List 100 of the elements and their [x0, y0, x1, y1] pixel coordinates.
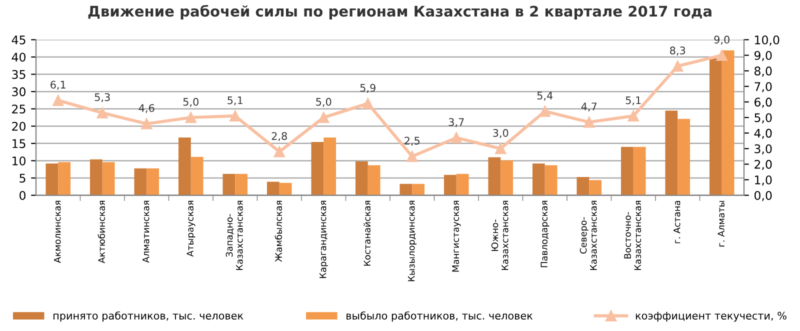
point — [450, 132, 462, 144]
bar — [324, 138, 336, 196]
data-label: 8,3 — [670, 46, 686, 56]
point — [716, 50, 728, 61]
bar — [235, 174, 248, 196]
data-label: 4,7 — [581, 102, 597, 112]
x-tick-label: Восточно- Казахстанская — [624, 200, 642, 270]
chart-title: Движение рабочей силы по регионам Казахстана в 2 квартале 2017 года — [88, 4, 712, 20]
legend-label: выбыло работников, тыс. человек — [346, 311, 533, 322]
bar — [146, 168, 160, 196]
data-label: 5,1 — [626, 96, 641, 106]
x-tick-label: Кызылординская — [408, 200, 416, 282]
y-tick-label: 15 — [12, 139, 26, 148]
y-tick-label: 30 — [12, 87, 26, 96]
x-tick-label: Западно- Казахстанская — [226, 200, 243, 270]
data-label: 5,9 — [360, 84, 376, 93]
point — [318, 112, 330, 124]
x-tick-label: Актюбинская — [98, 200, 105, 264]
bar — [368, 165, 380, 196]
data-label: 6,1 — [50, 80, 66, 90]
bar — [222, 174, 236, 196]
y2-tick-label: 5,0 — [754, 113, 772, 124]
data-label: 2,5 — [404, 136, 420, 146]
bar — [190, 156, 204, 196]
x-tick-label: Жамбылская — [274, 200, 282, 262]
y2-tick-label: 7,0 — [754, 82, 772, 92]
bar — [709, 58, 722, 196]
data-label: 4,6 — [138, 104, 154, 114]
y-tick-label: 5 — [20, 174, 26, 183]
x-tick-label: Атырауская — [186, 200, 196, 257]
data-label: 5,1 — [228, 96, 242, 106]
y2-tick-label: 8,0 — [754, 66, 772, 77]
data-label: 5,3 — [94, 93, 110, 102]
y2-tick-label: 2,0 — [754, 160, 772, 170]
point — [406, 150, 418, 162]
data-label: 5,0 — [183, 98, 198, 107]
y2-tick-label: 4,0 — [754, 128, 772, 139]
x-tick-label: Акмолинская — [54, 200, 61, 263]
legend-label: коэффициент текучести, % — [636, 312, 786, 322]
bar — [412, 184, 425, 196]
y-tick-label: 20 — [12, 122, 26, 131]
x-tick-label: Костанайская — [364, 200, 370, 266]
x-tick-label: Мангистауская — [452, 200, 461, 272]
x-tick-label: г. Алматы — [718, 200, 724, 246]
bar — [576, 176, 590, 196]
point — [672, 60, 684, 72]
x-tick-label: Павлодарская — [540, 200, 550, 268]
bar — [90, 159, 102, 196]
data-label: 5,0 — [316, 98, 332, 107]
x-tick-label: Северо- Казахстанская — [580, 200, 597, 270]
y2-tick-label: 1,0 — [755, 175, 772, 186]
point — [96, 107, 108, 118]
y2-tick-label: 6,0 — [754, 98, 772, 108]
point — [628, 110, 639, 122]
bar — [58, 162, 71, 196]
bar — [102, 162, 115, 196]
y2-tick-label: 0,0 — [754, 191, 772, 202]
x-tick-label: Алматинская — [142, 200, 150, 263]
y-tick-label: 40 — [12, 52, 26, 62]
point — [539, 106, 550, 117]
x-tick-label: Южно- Казахстанская — [491, 200, 508, 270]
bar — [444, 174, 456, 196]
bar — [456, 174, 469, 196]
bar — [665, 110, 678, 196]
bar — [532, 163, 545, 196]
point — [274, 146, 285, 158]
bar — [46, 163, 58, 196]
data-label: 3,0 — [493, 129, 508, 138]
y2-tick-label: 3,0 — [754, 144, 772, 154]
y-tick-label: 0 — [20, 191, 26, 200]
data-label: 9,0 — [714, 36, 730, 45]
bar — [620, 146, 634, 196]
bar — [544, 165, 558, 196]
bar — [134, 168, 147, 196]
bar — [279, 182, 292, 196]
point — [230, 110, 241, 122]
point — [584, 116, 595, 128]
point — [495, 143, 506, 154]
bar — [178, 138, 191, 196]
y2-tick-label: 10,0 — [755, 35, 780, 46]
bar — [266, 182, 280, 196]
point — [141, 118, 152, 130]
y2-tick-label: 9,0 — [754, 51, 772, 62]
bar — [722, 50, 734, 196]
bar — [500, 160, 514, 196]
data-label: 5,4 — [537, 92, 553, 101]
bar — [311, 142, 324, 196]
bar — [488, 157, 501, 196]
bar — [633, 146, 646, 196]
legend-label: принято работников, тыс. человек — [54, 311, 244, 322]
point — [185, 112, 196, 124]
bar — [678, 118, 690, 196]
point — [52, 94, 64, 106]
bar — [355, 161, 368, 196]
x-tick-label: г. Астана — [674, 200, 680, 244]
x-tick-label: Карагандинская — [320, 200, 328, 278]
data-label: 2,8 — [272, 132, 287, 142]
bar — [589, 180, 602, 196]
y-tick-label: 10 — [12, 156, 26, 166]
y-tick-label: 45 — [12, 36, 26, 44]
